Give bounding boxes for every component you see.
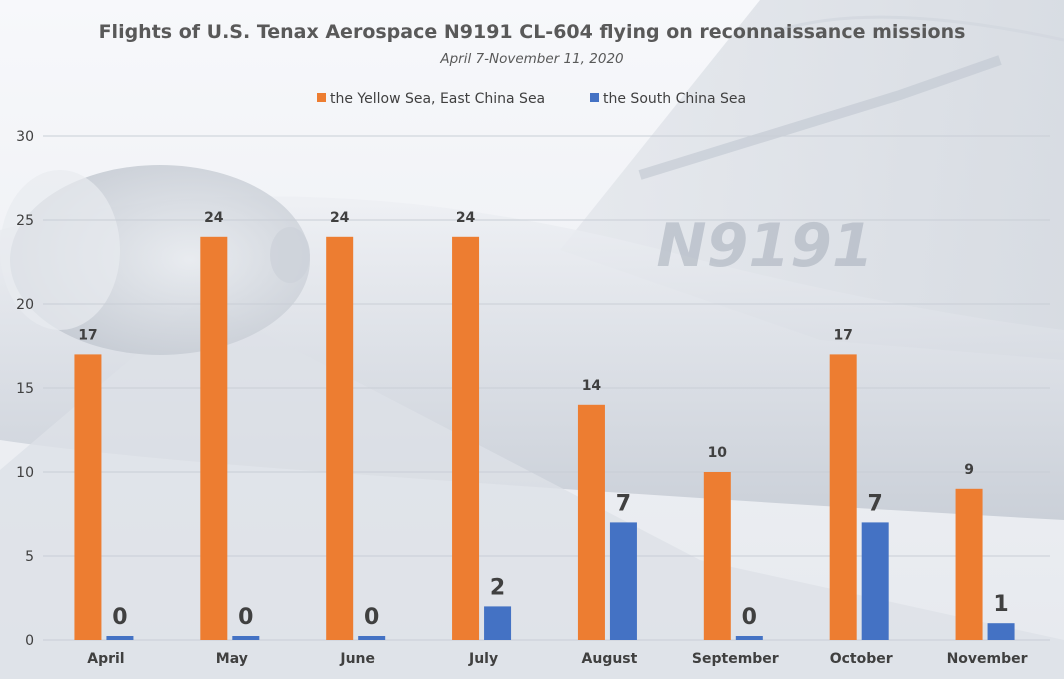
data-label-yellow-sea: 17 <box>78 327 97 343</box>
x-category-label: September <box>692 651 779 667</box>
data-label-yellow-sea: 9 <box>964 462 974 478</box>
data-label-yellow-sea: 14 <box>582 378 602 394</box>
bar-yellow-sea <box>829 354 857 640</box>
bar-yellow-sea <box>200 236 228 641</box>
bar-yellow-sea <box>577 404 605 640</box>
bar-yellow-sea <box>955 488 983 640</box>
bars <box>74 236 1015 641</box>
data-label-yellow-sea: 10 <box>708 445 728 461</box>
data-label-south-china-sea: 7 <box>616 491 631 516</box>
bar-south-china-sea <box>861 522 889 640</box>
legend: the Yellow Sea, East China Sea the South… <box>317 91 746 107</box>
data-label-yellow-sea: 24 <box>456 210 476 226</box>
data-label-yellow-sea: 17 <box>833 327 852 343</box>
bar-south-china-sea <box>106 636 134 640</box>
chart-subtitle: April 7-November 11, 2020 <box>439 51 623 67</box>
x-category-label: June <box>339 651 375 667</box>
y-tick-label: 25 <box>16 213 34 229</box>
x-category-label: July <box>468 651 498 667</box>
bar-yellow-sea <box>74 354 102 640</box>
bar-south-china-sea <box>484 606 512 640</box>
data-label-south-china-sea: 0 <box>238 605 253 630</box>
data-label-south-china-sea: 0 <box>112 605 127 630</box>
data-label-yellow-sea: 24 <box>204 210 224 226</box>
data-labels: 17 0 24 0 24 0 24 2 14 7 10 0 17 7 9 1 <box>78 210 1009 630</box>
chart-title: Flights of U.S. Tenax Aerospace N9191 CL… <box>99 21 966 43</box>
x-category-label: November <box>947 651 1028 667</box>
bar-south-china-sea <box>735 636 763 640</box>
x-category-label: October <box>830 651 893 667</box>
data-label-yellow-sea: 24 <box>330 210 350 226</box>
bar-south-china-sea <box>358 636 386 640</box>
legend-label-yellow-sea: the Yellow Sea, East China Sea <box>330 91 545 107</box>
x-category-label: May <box>216 651 248 667</box>
y-tick-label: 5 <box>25 549 34 565</box>
y-axis-ticks: 0 5 10 15 20 25 30 <box>16 129 34 649</box>
y-tick-label: 10 <box>16 465 34 481</box>
data-label-south-china-sea: 0 <box>742 605 757 630</box>
bar-yellow-sea <box>703 472 731 640</box>
gridlines <box>43 135 1050 641</box>
data-label-south-china-sea: 7 <box>868 491 883 516</box>
legend-swatch-yellow-sea <box>317 93 326 102</box>
y-tick-label: 15 <box>16 381 34 397</box>
bar-south-china-sea <box>232 636 260 640</box>
y-tick-label: 0 <box>25 633 34 649</box>
data-label-south-china-sea: 2 <box>490 575 505 600</box>
legend-label-south-china-sea: the South China Sea <box>603 91 746 107</box>
y-tick-label: 20 <box>16 297 34 313</box>
bar-yellow-sea <box>452 236 480 641</box>
bar-yellow-sea <box>326 236 354 641</box>
x-axis-categories: April May June July August September October No… <box>87 651 1027 667</box>
bar-south-china-sea <box>609 522 637 640</box>
background-registration-text: N9191 <box>656 211 873 281</box>
data-label-south-china-sea: 0 <box>364 605 379 630</box>
x-category-label: August <box>582 651 638 667</box>
legend-swatch-south-china-sea <box>590 93 599 102</box>
x-category-label: April <box>87 651 124 667</box>
bar-south-china-sea <box>987 623 1015 640</box>
y-tick-label: 30 <box>16 129 34 145</box>
data-label-south-china-sea: 1 <box>993 592 1008 617</box>
